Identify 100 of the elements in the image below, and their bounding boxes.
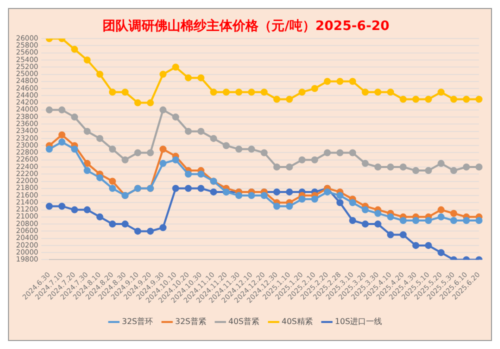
point <box>362 88 369 96</box>
point <box>400 96 407 103</box>
point <box>424 96 432 103</box>
point <box>438 249 445 256</box>
point <box>84 56 91 64</box>
point <box>362 206 369 214</box>
point <box>362 220 369 228</box>
point <box>400 163 407 170</box>
point <box>235 88 242 96</box>
point <box>46 146 53 153</box>
legend-label: 32S普环 <box>122 317 154 326</box>
point <box>58 138 66 146</box>
point <box>450 210 458 217</box>
point <box>286 188 293 196</box>
point <box>424 216 432 224</box>
point <box>273 96 280 103</box>
point <box>172 156 180 164</box>
point <box>324 188 331 196</box>
point <box>46 202 53 210</box>
point <box>349 216 356 224</box>
point <box>197 184 204 192</box>
point <box>172 114 180 121</box>
point <box>248 146 255 153</box>
point <box>96 70 104 78</box>
point <box>450 96 458 103</box>
point <box>349 149 356 156</box>
point <box>311 156 318 164</box>
point <box>311 85 318 92</box>
point <box>222 88 230 96</box>
point <box>336 192 344 200</box>
point <box>210 88 218 96</box>
point <box>336 78 344 85</box>
point <box>84 206 91 214</box>
point <box>387 163 394 170</box>
point <box>349 199 356 206</box>
point <box>71 206 78 214</box>
point <box>108 146 116 153</box>
point <box>324 149 331 156</box>
point <box>122 220 129 228</box>
point <box>96 134 104 142</box>
point <box>71 114 78 121</box>
point <box>108 88 116 96</box>
point <box>84 160 91 167</box>
point <box>387 213 394 220</box>
point <box>122 88 129 96</box>
point <box>210 188 218 196</box>
point <box>424 167 432 174</box>
point <box>412 242 420 249</box>
point <box>197 170 204 178</box>
point <box>462 216 470 224</box>
point <box>84 128 91 135</box>
point <box>286 163 293 170</box>
point <box>222 142 230 150</box>
point <box>197 128 204 135</box>
point <box>46 106 53 114</box>
point <box>462 163 470 170</box>
point <box>260 88 268 96</box>
point <box>438 160 445 167</box>
point <box>146 228 154 235</box>
point <box>476 96 482 103</box>
point <box>160 224 167 232</box>
point <box>108 178 116 185</box>
point <box>374 88 382 96</box>
point <box>349 78 356 85</box>
point <box>438 206 445 214</box>
point <box>438 213 445 220</box>
point <box>424 242 432 249</box>
point <box>476 216 482 224</box>
point <box>160 160 167 167</box>
point <box>438 88 445 96</box>
point <box>58 131 66 138</box>
point <box>172 184 180 192</box>
point <box>184 184 192 192</box>
point <box>273 202 280 210</box>
point <box>260 192 268 200</box>
point <box>286 202 293 210</box>
point <box>336 199 344 206</box>
point <box>412 167 420 174</box>
point <box>298 196 306 203</box>
point <box>412 96 420 103</box>
point <box>235 146 242 153</box>
point <box>122 156 129 164</box>
legend-label: 10S进口一线 <box>334 317 382 326</box>
point <box>134 99 142 106</box>
point <box>172 64 180 71</box>
point <box>387 88 394 96</box>
point <box>450 167 458 174</box>
point <box>197 74 204 82</box>
point <box>400 216 407 224</box>
point <box>273 188 280 196</box>
point <box>400 231 407 238</box>
point <box>374 210 382 217</box>
point <box>476 163 482 170</box>
point <box>387 231 394 238</box>
point <box>71 146 78 153</box>
legend-label: 40S精紧 <box>282 317 313 326</box>
legend-label: 32S普紧 <box>175 317 206 326</box>
point <box>260 149 268 156</box>
point <box>273 163 280 170</box>
point <box>84 167 91 174</box>
